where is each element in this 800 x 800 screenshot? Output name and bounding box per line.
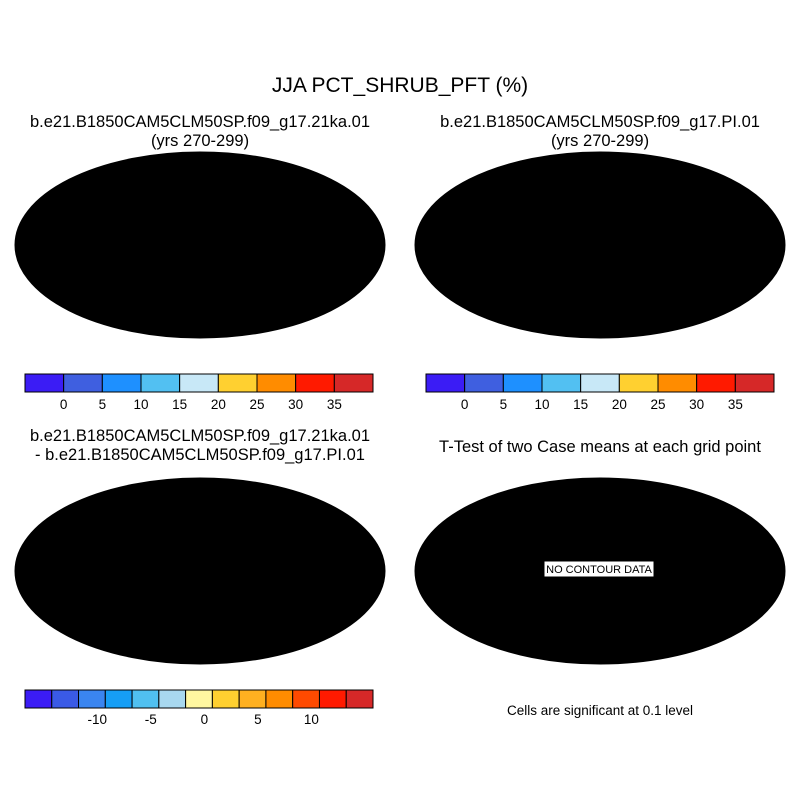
map-case1 (15, 152, 385, 338)
coastline (24, 163, 374, 333)
map-border (415, 478, 785, 664)
colorbar-tick-label: 30 (288, 397, 303, 412)
figure-title: JJA PCT_SHRUB_PFT (%) (271, 74, 529, 97)
colorbar-box (333, 373, 374, 393)
colorbar-box (580, 373, 620, 393)
panel-title-line2: (yrs 270-299) (150, 132, 250, 150)
no-contour-data-box (543, 560, 655, 578)
colorbar-tick-label: 25 (650, 397, 665, 412)
panel-title-case2: b.e21.B1850CAM5CLM50SP.f09_g17.PI.01 (yr… (405, 113, 795, 151)
map-diff (15, 478, 385, 664)
colorbar-tick-label: 20 (211, 397, 226, 412)
colorbar-tick-label: 0 (461, 397, 469, 412)
map-border (15, 152, 385, 338)
no-contour-data-label: NO CONTOUR DATA (543, 560, 655, 578)
map-ttest (415, 478, 785, 664)
colorbar-cb3: -10 -5 0 5 10 (24, 689, 374, 727)
colorbar-box (292, 689, 320, 709)
colorbar-box (618, 373, 659, 393)
significance-note: Cells are significant at 0.1 level (506, 703, 694, 718)
colorbar-box (734, 373, 775, 393)
colorbar-box (345, 689, 374, 709)
colorbar-box (63, 373, 103, 393)
colorbar-cb1: 0 5 10 15 20 25 30 35 (24, 373, 374, 412)
colorbar-tick-label: 5 (99, 397, 107, 412)
panel-title-line1: b.e21.B1850CAM5CLM50SP.f09_g17.PI.01 (440, 113, 760, 131)
colorbar-box (425, 373, 466, 393)
coastline (424, 163, 774, 333)
colorbar-tick-label: 5 (500, 397, 508, 412)
panel-title-line1: T-Test of two Case means at each grid po… (439, 438, 761, 456)
colorbar-box (318, 689, 347, 709)
colorbar-tick-label: 5 (254, 712, 262, 727)
colorbar-tick-label: 0 (60, 397, 68, 412)
colorbar-cb2: 0 5 10 15 20 25 30 35 (425, 373, 775, 412)
colorbar-box (78, 689, 106, 709)
colorbar-box (179, 373, 219, 393)
colorbar-tick-label: 15 (573, 397, 588, 412)
coastline (24, 489, 374, 659)
colorbar-box (657, 373, 698, 393)
colorbar-tick-label: 35 (327, 397, 342, 412)
map-border (15, 478, 385, 664)
colorbar-box (256, 373, 297, 393)
panel-title-line1: b.e21.B1850CAM5CLM50SP.f09_g17.21ka.01 (29, 427, 371, 445)
colorbar-box (101, 373, 142, 393)
colorbar-tick-label: 35 (728, 397, 743, 412)
colorbar-box (185, 689, 213, 709)
panel-title-line1: b.e21.B1850CAM5CLM50SP.f09_g17.21ka.01 (29, 113, 371, 131)
colorbar-tick-label: 25 (249, 397, 264, 412)
colorbar-tick-label: 15 (172, 397, 187, 412)
colorbar-box (265, 689, 294, 709)
colorbar-box (24, 373, 65, 393)
panel-title-case1: b.e21.B1850CAM5CLM50SP.f09_g17.21ka.01 (… (5, 113, 395, 151)
colorbar-tick-label: 10 (534, 397, 549, 412)
colorbar-box (464, 373, 504, 393)
panel-title-ttest: T-Test of two Case means at each grid po… (405, 438, 795, 457)
colorbar-box (217, 373, 258, 393)
colorbar-box (104, 689, 133, 709)
colorbar-box (502, 373, 543, 393)
colorbar-tick-label: 10 (133, 397, 148, 412)
colorbar-tick-label: 10 (304, 712, 319, 727)
colorbar-box (696, 373, 736, 393)
colorbar-box (238, 689, 267, 709)
colorbar-tick-label: -10 (88, 712, 108, 727)
colorbar-box (51, 689, 80, 709)
colorbar-tick-label: 20 (612, 397, 627, 412)
colorbar-box (541, 373, 582, 393)
panel-title-line2: - b.e21.B1850CAM5CLM50SP.f09_g17.PI.01 (35, 446, 365, 464)
colorbar-box (131, 689, 160, 709)
colorbar-box (140, 373, 181, 393)
colorbar-box (24, 689, 53, 709)
panel-title-line2: (yrs 270-299) (550, 132, 650, 150)
map-border (415, 152, 785, 338)
colorbar-tick-label: 30 (689, 397, 704, 412)
colorbar-tick-label: 0 (201, 712, 209, 727)
colorbar-box (158, 689, 187, 709)
colorbar-tick-label: -5 (145, 712, 157, 727)
colorbar-box (295, 373, 335, 393)
panel-title-diff: b.e21.B1850CAM5CLM50SP.f09_g17.21ka.01 -… (5, 427, 395, 465)
colorbar-box (211, 689, 240, 709)
map-case2 (415, 152, 785, 338)
no-contour-data-text: NO CONTOUR DATA (546, 564, 652, 576)
